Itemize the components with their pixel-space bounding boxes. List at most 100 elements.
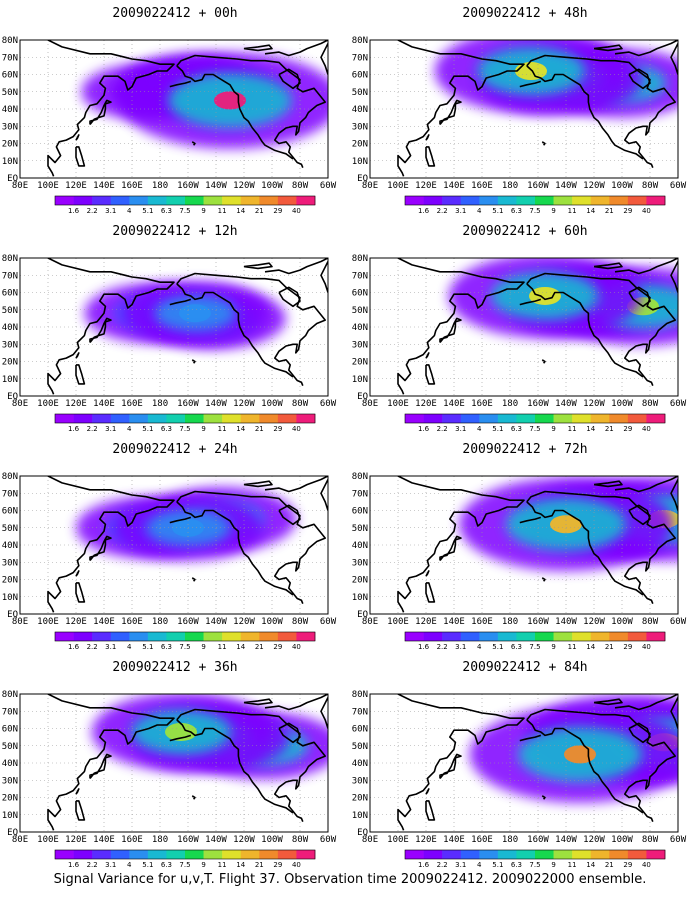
- grid-lines: [20, 694, 328, 832]
- colorbar-label: 5.1: [492, 207, 503, 215]
- lon-tick-label: 100E: [387, 617, 409, 627]
- heatmap-cell: [564, 745, 596, 764]
- lat-tick-label: EQ: [357, 828, 368, 838]
- colorbar-label: 11: [568, 207, 577, 215]
- colorbar-frame: [404, 195, 666, 206]
- colorbar-swatch: [497, 850, 517, 859]
- coastline: [278, 504, 301, 526]
- map-frame: [369, 257, 679, 397]
- lat-tick-label: 80N: [352, 690, 368, 700]
- lat-tick-label: 70N: [352, 53, 368, 63]
- colorbar-label: 3.1: [105, 643, 116, 651]
- coastlines: [397, 476, 678, 613]
- lon-tick-label: 120E: [65, 617, 87, 627]
- colorbar-swatch: [405, 632, 424, 641]
- colorbar-label: 6.3: [161, 861, 172, 869]
- map-chart: 80E 100E 120E 140E 160E 180 160W 140W 120W 100W 80…: [2, 254, 337, 433]
- colorbar-label: 7.5: [529, 425, 540, 433]
- colorbar-swatch: [442, 632, 462, 641]
- colorbar-swatch: [442, 196, 462, 205]
- colorbar-swatch: [572, 196, 592, 205]
- colorbar-swatch: [572, 850, 592, 859]
- colorbar-swatch: [222, 850, 242, 859]
- colorbar-swatch: [423, 850, 443, 859]
- coastline: [89, 753, 112, 780]
- lat-tick-label: 50N: [2, 742, 18, 752]
- colorbar-swatch: [222, 196, 242, 205]
- colorbar-swatch: [423, 414, 443, 423]
- lon-tick-label: 160W: [527, 835, 549, 845]
- colorbar: 1.6 2.2 3.1 4 5.1 6.3 7.5 9 11 14 21 29 40: [404, 195, 666, 215]
- colorbar-label: 1.6: [418, 861, 430, 869]
- colorbar-label: 29: [623, 861, 632, 869]
- colorbar-swatch: [516, 632, 536, 641]
- colorbar-label: 1.6: [68, 643, 80, 651]
- lat-tick-label: 40N: [352, 323, 368, 333]
- lon-tick-label: 100E: [37, 399, 59, 409]
- lon-tick-label: 80E: [12, 617, 28, 627]
- colorbar-label: 2.2: [437, 861, 448, 869]
- lat-tick-label: 60N: [2, 71, 18, 81]
- lat-tick-label: 40N: [2, 323, 18, 333]
- colorbar-label: 4: [127, 207, 132, 215]
- colorbar-swatch: [405, 850, 424, 859]
- colorbar-label: 29: [273, 425, 282, 433]
- lat-tick-label: EQ: [7, 828, 18, 838]
- colorbar-swatch: [277, 196, 297, 205]
- colorbar-swatch: [516, 850, 536, 859]
- grid-lines: [370, 694, 678, 832]
- grid-lines: [20, 476, 328, 614]
- lon-tick-label: 80E: [362, 399, 378, 409]
- map-chart: 80E 100E 120E 140E 160E 180 160W 140W 120W 100W 80…: [2, 472, 337, 651]
- lat-tick-label: 10N: [352, 811, 368, 821]
- panel-84h: 2009022412 + 84h 80E 100E 120E 140E 160E 180 16…: [350, 654, 700, 872]
- colorbar-label: 2.2: [437, 643, 448, 651]
- lon-tick-label: 180: [502, 181, 518, 191]
- coastlines: [47, 476, 328, 613]
- coastline: [397, 476, 525, 613]
- colorbar-label: 2.2: [87, 861, 98, 869]
- colorbar-label: 40: [292, 207, 301, 215]
- coastlines: [397, 694, 678, 831]
- lat-tick-label: 40N: [2, 759, 18, 769]
- coastline: [75, 582, 86, 603]
- lon-tick-label: 120E: [65, 835, 87, 845]
- colorbar-swatch: [627, 632, 647, 641]
- heatmap-field: [91, 694, 328, 780]
- lon-tick-label: 140E: [93, 181, 115, 191]
- lat-tick-label: 80N: [2, 472, 18, 482]
- colorbar-label: 29: [623, 425, 632, 433]
- colorbar-label: 11: [218, 643, 227, 651]
- colorbar-label: 5.1: [142, 207, 153, 215]
- heatmap-field: [469, 694, 678, 803]
- colorbar-swatch: [535, 632, 554, 641]
- colorbar-swatch: [185, 632, 204, 641]
- lat-tick-label: 10N: [2, 157, 18, 167]
- colorbar-label: 5.1: [492, 643, 503, 651]
- colorbar-label: 29: [273, 643, 282, 651]
- colorbar-label: 4: [477, 643, 482, 651]
- lon-tick-label: 80W: [642, 617, 659, 627]
- colorbar-swatch: [73, 632, 93, 641]
- lon-tick-label: 120W: [233, 835, 255, 845]
- coastline: [75, 570, 80, 577]
- coastlines: [397, 258, 678, 395]
- grid-lines: [370, 476, 678, 614]
- lat-tick-label: 50N: [2, 306, 18, 316]
- lat-tick-label: 40N: [352, 541, 368, 551]
- lon-tick-label: 80E: [12, 181, 28, 191]
- colorbar-label: 29: [623, 207, 632, 215]
- lat-tick-label: EQ: [357, 610, 368, 620]
- colorbar-label: 7.5: [529, 643, 540, 651]
- coastline: [670, 479, 678, 511]
- lat-tick-label: EQ: [7, 174, 18, 184]
- coastline: [320, 43, 328, 75]
- colorbar-swatch: [147, 196, 167, 205]
- lon-tick-label: 60W: [670, 399, 687, 409]
- colorbar-swatch: [277, 632, 297, 641]
- colorbar-label: 6.3: [161, 207, 172, 215]
- lon-tick-label: 120W: [583, 181, 605, 191]
- colorbar-swatch: [535, 414, 554, 423]
- colorbar-swatch: [259, 196, 279, 205]
- lon-tick-label: 100W: [261, 835, 283, 845]
